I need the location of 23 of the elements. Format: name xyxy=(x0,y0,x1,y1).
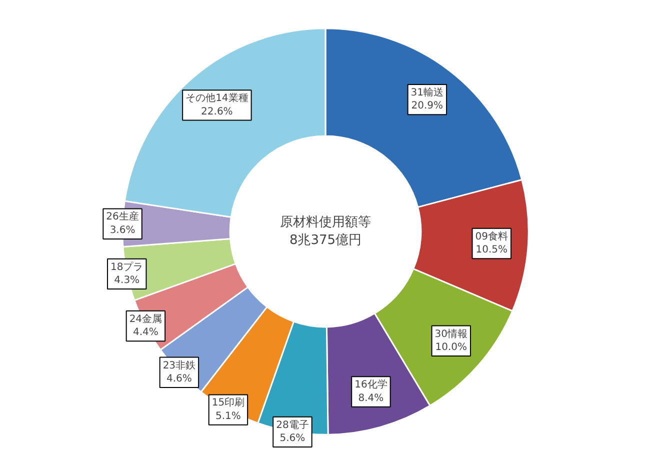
slice-label: 30情報 xyxy=(434,328,468,340)
data-label: 3.6% xyxy=(110,224,136,236)
data-label: 4.4% xyxy=(132,327,158,338)
data-label: 4.6% xyxy=(166,374,192,384)
slice-label: 28電子 xyxy=(276,420,309,431)
slice-label: 16化学 xyxy=(354,378,388,391)
slice-label: 31輸送 xyxy=(410,86,444,98)
text: 原材料使用額等 8兆375億円 xyxy=(280,215,371,248)
slice-label: 26生産 xyxy=(106,210,139,223)
data-label: 20.9% xyxy=(411,100,444,112)
slice-label: 18プラ xyxy=(110,260,144,273)
slice-label: 23非鉄 xyxy=(162,359,196,372)
data-label: 10.0% xyxy=(435,342,468,353)
slice-label: 24金属 xyxy=(129,312,162,325)
data-label: 5.1% xyxy=(216,410,241,422)
data-label: 5.6% xyxy=(280,433,306,444)
slice-label: その他14業種 xyxy=(186,92,248,104)
slice-label: 09食料 xyxy=(475,230,508,242)
data-label: 8.4% xyxy=(358,392,384,404)
data-label: 4.3% xyxy=(114,275,140,286)
slice-label: 15印刷 xyxy=(212,396,245,409)
data-label: 10.5% xyxy=(476,244,508,256)
data-label: 22.6% xyxy=(201,106,233,118)
